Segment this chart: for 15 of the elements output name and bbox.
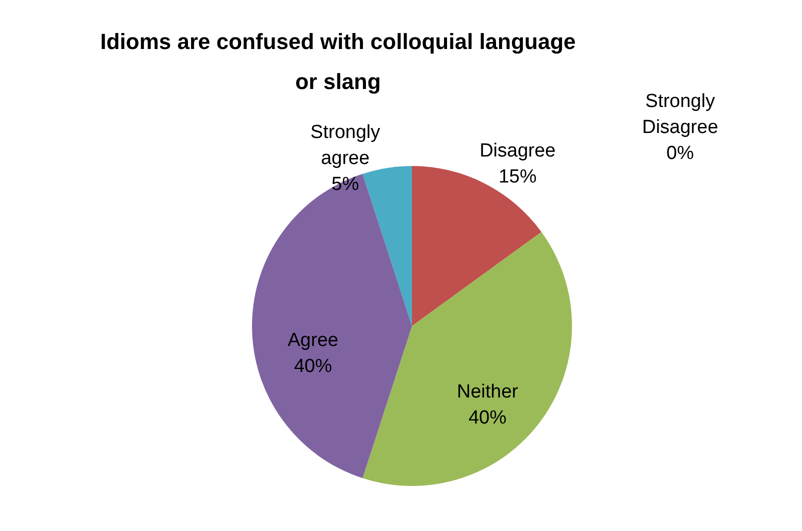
data-label: 40% [294, 356, 332, 377]
pie-slice [412, 166, 542, 326]
slice-label: Neither [456, 382, 519, 403]
pie-slice [362, 166, 412, 326]
slice-label: Disagree [480, 140, 556, 162]
chart-title: Idioms are confused with colloquial language or slang [100, 29, 576, 94]
pie-slice [362, 232, 572, 486]
slice-label: Agree [288, 330, 338, 351]
text: 0% [666, 143, 694, 164]
data-label: 40% [468, 408, 507, 429]
data-label: 5% [332, 174, 360, 196]
category-label: Strongly Disagree [642, 91, 718, 138]
pie-slice [252, 174, 412, 478]
data-label: 15% [498, 166, 537, 188]
slice-label: Strongly agree [310, 122, 381, 170]
